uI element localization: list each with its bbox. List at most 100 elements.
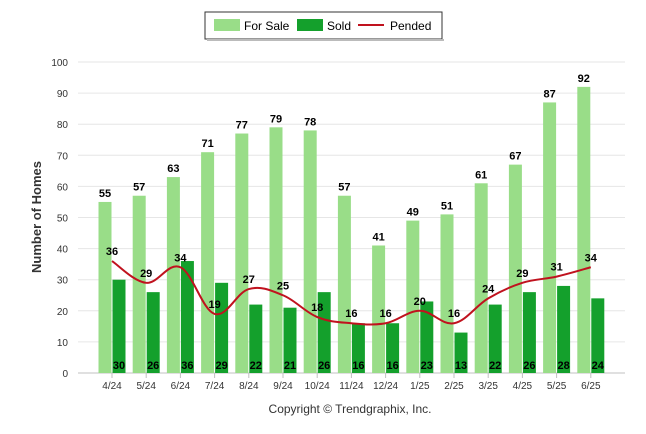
legend-shadow xyxy=(207,39,444,41)
y-tick-label: 0 xyxy=(62,369,68,380)
data-label-for-sale: 87 xyxy=(543,88,555,100)
data-label-for-sale: 41 xyxy=(372,231,384,243)
bar-for-sale xyxy=(269,127,283,373)
x-tick-label: 5/25 xyxy=(547,381,567,392)
bar-sold xyxy=(112,279,126,373)
y-tick-label: 20 xyxy=(57,307,69,318)
data-label-pended: 16 xyxy=(448,308,460,320)
data-label-for-sale: 77 xyxy=(236,120,248,132)
data-label-for-sale: 49 xyxy=(407,207,419,219)
data-label-sold: 16 xyxy=(386,360,398,372)
legend-swatch-sold xyxy=(297,19,323,31)
x-tick-label: 5/24 xyxy=(136,381,156,392)
pended-line-layer xyxy=(111,260,592,326)
axis-layer: 0 10 20 30 40 50 60 70 80 90 100 4/24 5/24 6/24 7/24 8/… xyxy=(51,58,625,392)
data-label-for-sale: 67 xyxy=(509,151,521,163)
bar-for-sale xyxy=(543,102,557,374)
pended-line xyxy=(111,260,592,326)
bar-sold xyxy=(180,261,194,373)
data-label-sold: 21 xyxy=(284,360,296,372)
legend-label-pended: Pended xyxy=(390,19,431,33)
data-label-sold: 26 xyxy=(147,360,159,372)
data-label-sold: 22 xyxy=(250,360,262,372)
bar-sold xyxy=(420,301,434,373)
data-label-pended: 16 xyxy=(345,308,357,320)
y-tick-label: 100 xyxy=(51,58,68,69)
data-label-for-sale: 63 xyxy=(167,163,179,175)
y-tick-label: 10 xyxy=(57,338,69,349)
data-label-pended: 34 xyxy=(174,252,187,264)
data-label-pended: 29 xyxy=(516,268,528,280)
bar-sold xyxy=(215,282,229,373)
bar-sold xyxy=(317,292,331,373)
bar-for-sale xyxy=(440,214,454,373)
bar-sold xyxy=(591,298,605,373)
bar-for-sale xyxy=(577,86,591,373)
y-tick-label: 40 xyxy=(57,245,69,256)
data-label-for-sale: 57 xyxy=(133,182,145,194)
y-tick-label: 60 xyxy=(57,182,69,193)
data-label-pended: 20 xyxy=(414,296,426,308)
bar-for-sale xyxy=(201,152,215,373)
x-tick-label: 10/24 xyxy=(305,381,330,392)
legend-label-sold: Sold xyxy=(327,19,351,33)
y-axis-title: Number of Homes xyxy=(29,161,44,273)
data-label-pended: 34 xyxy=(585,252,598,264)
bar-for-sale xyxy=(166,177,180,373)
x-tick-label: 7/24 xyxy=(205,381,225,392)
bar-sold xyxy=(386,323,400,373)
legend-label-for-sale: For Sale xyxy=(244,19,290,33)
bar-sold xyxy=(522,292,536,373)
bar-for-sale xyxy=(406,220,420,373)
grid-layer xyxy=(78,61,625,374)
bar-for-sale xyxy=(474,183,488,373)
data-label-pended: 31 xyxy=(550,262,562,274)
bar-for-sale xyxy=(372,245,386,373)
data-label-sold: 26 xyxy=(523,360,535,372)
bar-sold xyxy=(249,304,263,373)
x-tick-label: 9/24 xyxy=(273,381,293,392)
legend-box xyxy=(204,11,443,40)
data-label-sold: 24 xyxy=(592,360,605,372)
data-label-sold: 30 xyxy=(113,360,125,372)
bar-for-sale xyxy=(132,195,146,373)
data-label-sold: 36 xyxy=(181,360,193,372)
bar-for-sale xyxy=(235,133,249,373)
bar-for-sale xyxy=(508,164,522,373)
data-label-pended: 25 xyxy=(277,280,289,292)
y-tick-label: 80 xyxy=(57,120,69,131)
x-tick-label: 11/24 xyxy=(339,381,364,392)
data-label-for-sale: 57 xyxy=(338,182,350,194)
bar-for-sale xyxy=(98,201,112,373)
data-label-sold: 29 xyxy=(215,360,227,372)
data-label-for-sale: 61 xyxy=(475,169,487,181)
x-tick-label: 2/25 xyxy=(444,381,464,392)
data-label-pended: 24 xyxy=(482,283,495,295)
x-tick-label: 6/24 xyxy=(171,381,191,392)
data-label-sold: 22 xyxy=(489,360,501,372)
x-tick-label: 8/24 xyxy=(239,381,259,392)
x-tick-label: 6/25 xyxy=(581,381,601,392)
x-tick-label: 3/25 xyxy=(478,381,498,392)
data-label-for-sale: 78 xyxy=(304,116,316,128)
data-label-pended: 36 xyxy=(106,246,118,258)
x-tick-label: 1/25 xyxy=(410,381,430,392)
data-label-pended: 18 xyxy=(311,302,323,314)
data-label-pended: 16 xyxy=(379,308,391,320)
data-label-sold: 23 xyxy=(421,360,433,372)
data-label-for-sale: 55 xyxy=(99,188,111,200)
data-label-for-sale: 51 xyxy=(441,200,453,212)
x-tick-label: 4/24 xyxy=(102,381,122,392)
y-tick-label: 30 xyxy=(57,276,69,287)
y-tick-label: 90 xyxy=(57,89,69,100)
data-label-for-sale: 71 xyxy=(201,138,213,150)
y-tick-label: 70 xyxy=(57,151,69,162)
bar-sold xyxy=(454,332,468,373)
y-tick-label: 50 xyxy=(57,214,69,225)
data-label-for-sale: 92 xyxy=(578,73,590,85)
legend-swatch-for-sale xyxy=(214,19,240,31)
bar-sold xyxy=(351,323,365,373)
bar-sold xyxy=(488,304,502,373)
bar-for-sale xyxy=(337,195,351,373)
